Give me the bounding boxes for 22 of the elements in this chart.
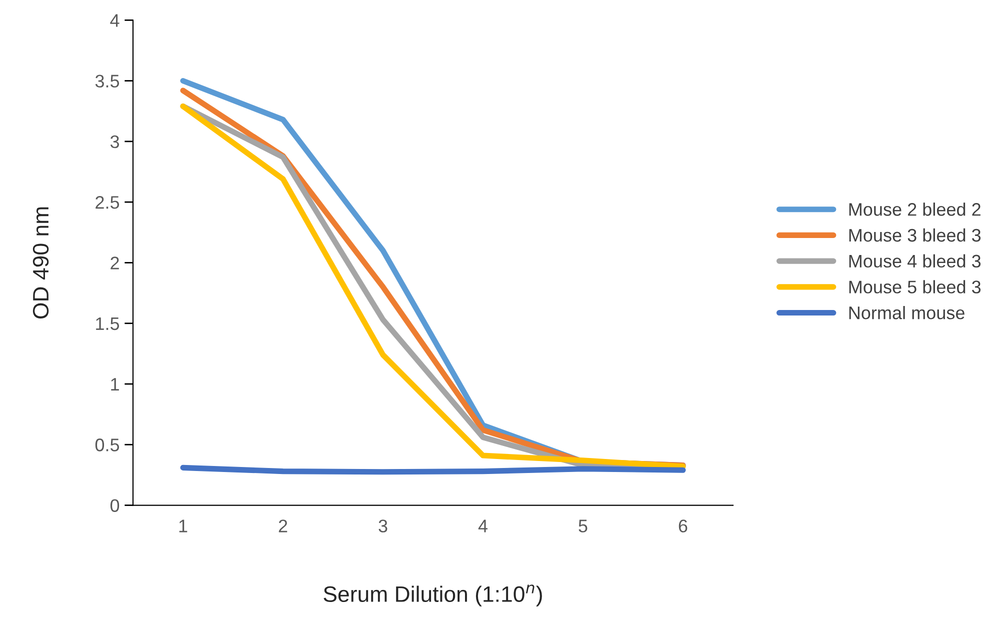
x-tick-label: 5 (578, 520, 588, 532)
y-tick-label: 0 (110, 499, 120, 512)
y-tick-label: 3.5 (95, 74, 120, 88)
legend-label: Mouse 5 bleed 3 (849, 280, 981, 294)
x-tick-label: 1 (179, 520, 188, 532)
y-tick-label: 1 (111, 378, 119, 391)
legend-label: Mouse 4 bleed 3 (849, 254, 981, 268)
y-tick-label: 1.5 (96, 317, 120, 330)
x-tick-label: 6 (678, 520, 688, 532)
legend-label: Normal mouse (849, 306, 964, 320)
x-tick-label: 4 (478, 520, 488, 532)
legend-label: Mouse 3 bleed 3 (849, 228, 981, 242)
x-tick-label: 2 (278, 520, 288, 532)
y-axis-title: OD 490 nm (32, 207, 49, 318)
y-tick-label: 0.5 (95, 438, 120, 452)
y-tick-label: 2 (110, 256, 119, 270)
y-tick-label: 4 (110, 14, 120, 27)
y-tick-label: 2.5 (96, 196, 120, 209)
x-axis-title: Serum Dilution (1:10$^{n}$) (324, 584, 542, 606)
y-tick-label: 3 (110, 135, 120, 148)
x-tick-label: 3 (378, 520, 388, 532)
legend-label: Mouse 2 bleed 2 (849, 202, 980, 216)
